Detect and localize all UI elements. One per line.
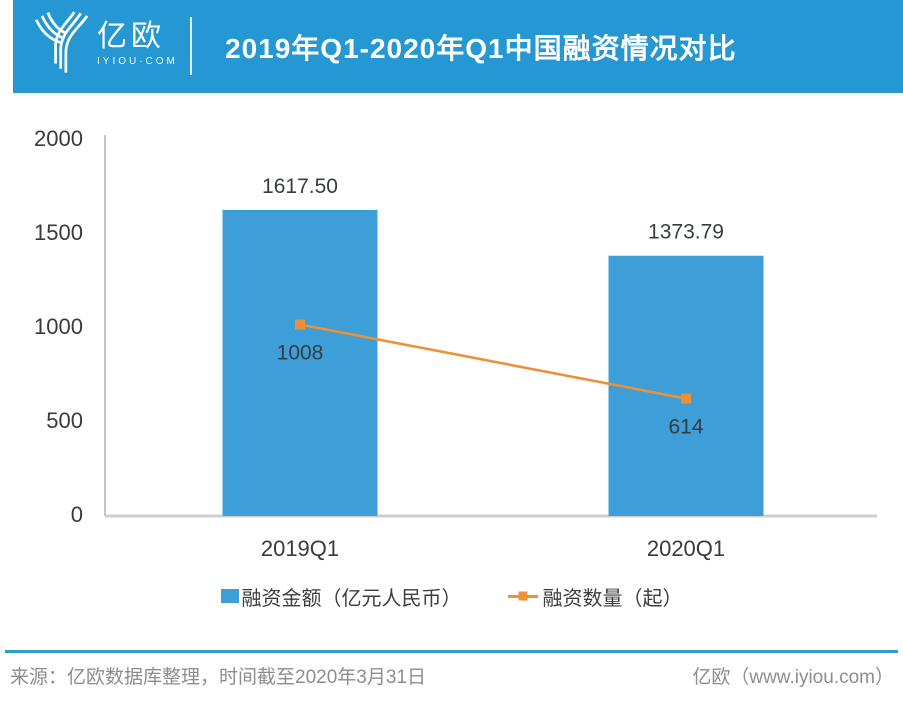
line-marker-2020Q1 <box>681 393 691 404</box>
legend-line-marker-icon <box>507 594 538 598</box>
point-value-label-2020Q1: 614 <box>668 416 703 439</box>
bar-value-label-2020Q1: 1373.79 <box>648 221 724 244</box>
legend-label: 融资数量（起） <box>542 587 683 610</box>
source-note: 来源：亿欧数据库整理，时间截至2020年3月31日 <box>10 667 426 688</box>
bar-2020Q1 <box>608 255 764 516</box>
header-divider <box>190 17 192 75</box>
iyiou-logo: 亿欧 IYIOU·COM <box>33 10 178 76</box>
bar-value-label-2019Q1: 1617.50 <box>262 175 338 198</box>
x-tick-2020Q1: 2020Q1 <box>647 536 725 561</box>
y-tick-1500: 1500 <box>34 220 83 245</box>
bar-2019Q1 <box>222 209 378 516</box>
y-tick-0: 0 <box>71 502 83 527</box>
logo-text: 亿欧 IYIOU·COM <box>97 20 178 67</box>
financing-comparison-chart: 0 500 1000 1500 2000 1617.50 2019Q1 1373.79 2020… <box>34 126 877 561</box>
point-value-label-2019Q1: 1008 <box>277 341 324 364</box>
legend-item-amount: 融资金额（亿元人民币） <box>220 582 462 611</box>
y-tick-1000: 1000 <box>34 314 83 339</box>
x-tick-2019Q1: 2019Q1 <box>261 536 339 561</box>
legend-item-count: 融资数量（起） <box>507 582 683 611</box>
legend-bar-marker-icon <box>220 589 239 603</box>
footer: 来源：亿欧数据库整理，时间截至2020年3月31日 亿欧（www.iyiou.c… <box>10 662 894 689</box>
y-tick-2000: 2000 <box>34 126 83 151</box>
line-marker-2019Q1 <box>295 319 305 330</box>
iyiou-logo-icon <box>35 11 89 73</box>
logo-domain: IYIOU·COM <box>97 55 178 67</box>
legend-label: 融资金额（亿元人民币） <box>241 587 462 610</box>
site-credit: 亿欧（www.iyiou.com） <box>692 667 894 688</box>
chart-legend: 融资金额（亿元人民币） 融资数量（起） <box>0 578 903 614</box>
footer-divider <box>5 650 898 653</box>
logo-name: 亿欧 <box>97 19 165 53</box>
page-title: 2019年Q1-2020年Q1中国融资情况对比 <box>225 32 737 64</box>
y-tick-500: 500 <box>46 408 83 433</box>
line-series <box>299 323 687 400</box>
header-banner: 亿欧 IYIOU·COM 2019年Q1-2020年Q1中国融资情况对比 <box>13 0 903 93</box>
